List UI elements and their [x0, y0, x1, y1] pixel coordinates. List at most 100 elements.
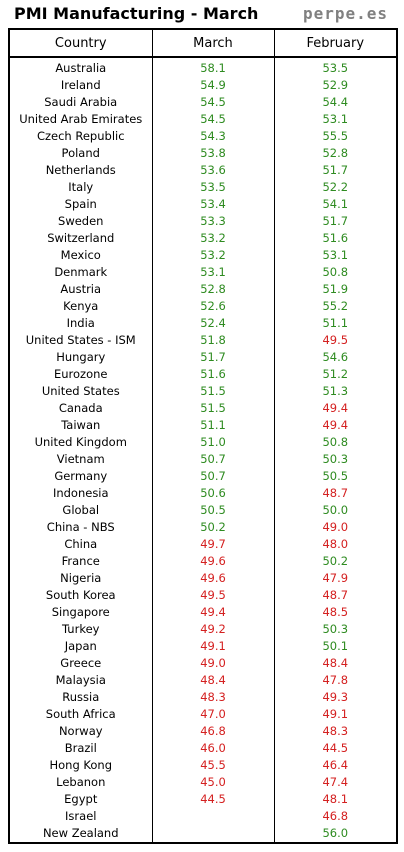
country-cell: Lebanon	[56, 775, 106, 789]
pmi-table: Country March February Australia 58.1 53.5…	[10, 30, 396, 842]
country-cell: Saudi Arabia	[44, 95, 118, 109]
country-cell: United States	[41, 384, 120, 398]
february-value-cell: 56.0	[273, 825, 396, 842]
table-row: Italy 53.5 52.2	[10, 179, 396, 196]
march-value-cell: 54.3	[151, 128, 274, 145]
february-value-cell: 55.2	[273, 298, 396, 315]
country-cell: Turkey	[62, 622, 100, 636]
table-row: Czech Republic 54.3 55.5	[10, 128, 396, 145]
table-row: Switzerland 53.2 51.6	[10, 230, 396, 247]
country-cell: Kenya	[63, 299, 99, 313]
march-value-cell: 47.0	[151, 706, 274, 723]
country-cell: Canada	[58, 401, 103, 415]
table-row: India 52.4 51.1	[10, 315, 396, 332]
february-value-cell: 48.4	[273, 655, 396, 672]
country-cell: Spain	[64, 197, 97, 211]
march-value-cell: 51.8	[151, 332, 274, 349]
march-value-cell: 48.3	[151, 689, 274, 706]
column-header-country: Country	[10, 30, 152, 58]
country-cell: Austria	[60, 282, 102, 296]
february-value-cell: 53.1	[273, 111, 396, 128]
february-value-cell: 51.6	[273, 230, 396, 247]
country-cell: United States - ISM	[25, 333, 136, 347]
country-cell: Greece	[60, 656, 102, 670]
country-cell: Germany	[54, 469, 108, 483]
table-body: Australia 58.1 53.5 Ireland 54.9 52.9 Saudi Ar…	[10, 57, 396, 842]
february-value-cell: 51.3	[273, 383, 396, 400]
march-value-cell: 53.4	[151, 196, 274, 213]
february-value-cell: 50.3	[273, 621, 396, 638]
table-row: Spain 53.4 54.1	[10, 196, 396, 213]
country-cell: Eurozone	[53, 367, 108, 381]
table-row: Hong Kong 45.5 46.4	[10, 757, 396, 774]
header-row: Country March February	[10, 30, 396, 58]
march-value-cell: 49.0	[151, 655, 274, 672]
february-value-cell: 52.2	[273, 179, 396, 196]
table-row: Lebanon 45.0 47.4	[10, 774, 396, 791]
february-value-cell: 46.4	[273, 757, 396, 774]
march-value-cell: 49.6	[151, 570, 274, 587]
february-value-cell: 49.4	[273, 400, 396, 417]
country-cell: Poland	[61, 146, 100, 160]
table-row: Sweden 53.3 51.7	[10, 213, 396, 230]
country-cell: Vietnam	[56, 452, 105, 466]
march-value-cell: 45.0	[151, 774, 274, 791]
table-row: Turkey 49.2 50.3	[10, 621, 396, 638]
table-row: China 49.7 48.0	[10, 536, 396, 553]
february-value-cell: 53.5	[273, 57, 396, 77]
country-cell: Malaysia	[55, 673, 106, 687]
february-value-cell: 48.1	[273, 791, 396, 808]
table-row: Vietnam 50.7 50.3	[10, 451, 396, 468]
march-value-cell: 53.8	[151, 145, 274, 162]
country-cell: Russia	[62, 690, 100, 704]
march-value-cell: 50.7	[151, 468, 274, 485]
country-cell: China	[64, 537, 98, 551]
march-value-cell: 50.5	[151, 502, 274, 519]
country-cell: Nigeria	[60, 571, 102, 585]
table-row: Taiwan 51.1 49.4	[10, 417, 396, 434]
february-value-cell: 50.0	[273, 502, 396, 519]
country-cell: Egypt	[64, 792, 98, 806]
march-value-cell: 49.4	[151, 604, 274, 621]
march-value-cell: 54.5	[151, 94, 274, 111]
table-row: Israel 46.8	[10, 808, 396, 825]
february-value-cell: 49.5	[273, 332, 396, 349]
country-cell: South Korea	[45, 588, 116, 602]
march-value-cell: 51.1	[151, 417, 274, 434]
march-value-cell: 54.9	[151, 77, 274, 94]
february-value-cell: 44.5	[273, 740, 396, 757]
february-value-cell: 50.1	[273, 638, 396, 655]
march-value-cell: 53.2	[151, 247, 274, 264]
february-value-cell: 53.1	[273, 247, 396, 264]
country-cell: Switzerland	[47, 231, 115, 245]
february-value-cell: 50.3	[273, 451, 396, 468]
table-row: Austria 52.8 51.9	[10, 281, 396, 298]
table-row: Norway 46.8 48.3	[10, 723, 396, 740]
february-value-cell: 49.3	[273, 689, 396, 706]
march-value-cell: 49.5	[151, 587, 274, 604]
country-cell: Czech Republic	[36, 129, 125, 143]
country-cell: Singapore	[51, 605, 110, 619]
table-row: Japan 49.1 50.1	[10, 638, 396, 655]
country-cell: France	[61, 554, 100, 568]
column-header-february: February	[273, 30, 396, 58]
country-cell: Italy	[68, 180, 94, 194]
march-value-cell: 44.5	[151, 791, 274, 808]
country-cell: Hungary	[56, 350, 106, 364]
table-row: Germany 50.7 50.5	[10, 468, 396, 485]
march-value-cell: 51.5	[151, 383, 274, 400]
country-cell: New Zealand	[42, 826, 119, 840]
table-row: Netherlands 53.6 51.7	[10, 162, 396, 179]
february-value-cell: 47.8	[273, 672, 396, 689]
march-value-cell: 52.6	[151, 298, 274, 315]
table-row: Saudi Arabia 54.5 54.4	[10, 94, 396, 111]
country-cell: Denmark	[54, 265, 108, 279]
table-row: Kenya 52.6 55.2	[10, 298, 396, 315]
february-value-cell: 49.4	[273, 417, 396, 434]
february-value-cell: 52.8	[273, 145, 396, 162]
march-value-cell: 54.5	[151, 111, 274, 128]
march-value-cell: 46.8	[151, 723, 274, 740]
february-value-cell: 47.4	[273, 774, 396, 791]
column-header-march: March	[151, 30, 274, 58]
